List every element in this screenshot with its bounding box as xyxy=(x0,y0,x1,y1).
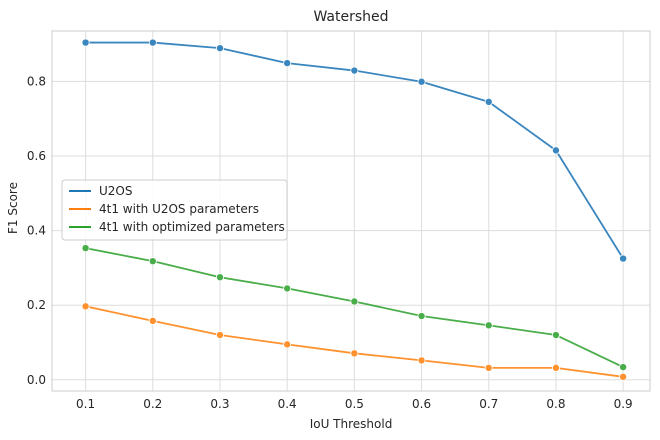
series-2 xyxy=(81,244,628,372)
y-tick-label: 0.2 xyxy=(27,298,46,312)
x-tick-label: 0.6 xyxy=(412,397,431,411)
legend-entry: U2OS xyxy=(99,184,132,198)
data-point xyxy=(484,321,493,330)
x-tick-label: 0.4 xyxy=(278,397,297,411)
series-group xyxy=(81,38,628,381)
data-point xyxy=(619,372,628,381)
data-point xyxy=(283,340,292,349)
legend-entry: 4t1 with U2OS parameters xyxy=(99,202,259,216)
x-tick-label: 0.9 xyxy=(614,397,633,411)
legend-entry: 4t1 with optimized parameters xyxy=(99,220,285,234)
data-point xyxy=(484,363,493,372)
data-point xyxy=(484,97,493,106)
data-point xyxy=(81,244,90,253)
data-point xyxy=(619,363,628,372)
x-tick-label: 0.5 xyxy=(345,397,364,411)
data-point xyxy=(283,59,292,68)
data-point xyxy=(619,254,628,263)
legend: U2OS 4t1 with U2OS parameters 4t1 with opt… xyxy=(61,179,288,241)
data-point xyxy=(283,284,292,293)
x-tick-label: 0.1 xyxy=(76,397,95,411)
x-tick-label: 0.7 xyxy=(479,397,498,411)
data-point xyxy=(417,356,426,365)
data-point xyxy=(350,297,359,306)
data-point xyxy=(350,66,359,75)
data-point xyxy=(551,363,560,372)
legend-frame xyxy=(61,179,288,241)
x-axis-label: IoU Threshold xyxy=(310,417,393,431)
data-point xyxy=(148,316,157,325)
x-tick-label: 0.8 xyxy=(546,397,565,411)
data-point xyxy=(81,302,90,311)
x-tick-label: 0.3 xyxy=(210,397,229,411)
data-point xyxy=(148,38,157,47)
data-point xyxy=(215,331,224,340)
data-point xyxy=(417,77,426,86)
x-tick-label: 0.2 xyxy=(143,397,162,411)
data-point xyxy=(215,273,224,282)
data-point xyxy=(551,331,560,340)
series-0 xyxy=(81,38,628,263)
y-tick-label: 0.4 xyxy=(27,224,46,238)
data-point xyxy=(81,38,90,47)
y-tick-label: 0.8 xyxy=(27,74,46,88)
plot-frame xyxy=(51,30,651,392)
y-tick-label: 0.6 xyxy=(27,149,46,163)
y-axis-label: F1 Score xyxy=(6,182,20,234)
y-tick-label: 0.0 xyxy=(27,373,46,387)
data-point xyxy=(551,146,560,155)
data-point xyxy=(417,312,426,321)
data-point xyxy=(148,257,157,266)
tick-labels: 0.1 0.2 0.3 0.4 0.5 0.6 0.7 0.8 0.9 0.0 0.2 0.4 0.6 0… xyxy=(27,74,633,411)
data-point xyxy=(350,349,359,358)
series-1 xyxy=(81,302,628,381)
data-point xyxy=(215,44,224,53)
chart-title: Watershed xyxy=(313,9,388,25)
